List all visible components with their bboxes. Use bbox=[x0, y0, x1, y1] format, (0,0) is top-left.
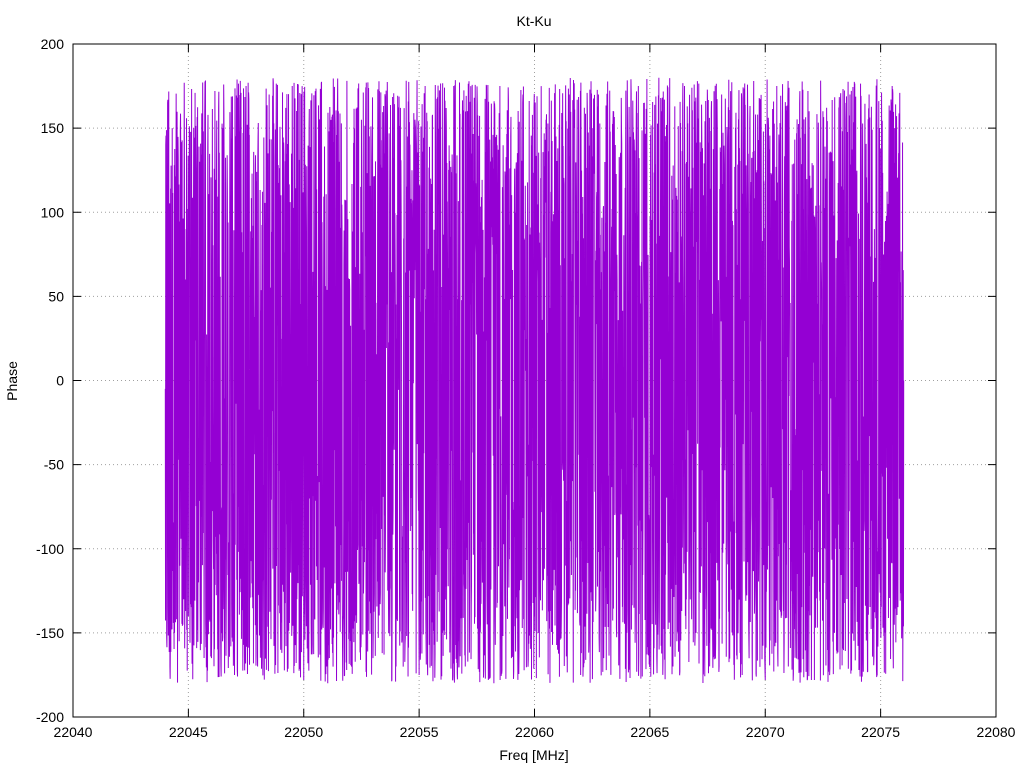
x-tick-label: 22075 bbox=[861, 724, 900, 740]
x-tick-label: 22065 bbox=[630, 724, 669, 740]
y-tick-label: 50 bbox=[48, 288, 64, 304]
x-tick-label: 22070 bbox=[746, 724, 785, 740]
x-tick-label: 22060 bbox=[515, 724, 554, 740]
x-tick-label: 22040 bbox=[54, 724, 93, 740]
x-tick-label: 22050 bbox=[284, 724, 323, 740]
y-tick-label: 100 bbox=[41, 204, 65, 220]
y-tick-label: -50 bbox=[44, 457, 64, 473]
series-layer bbox=[164, 77, 905, 684]
y-tick-label: 200 bbox=[41, 36, 65, 52]
phase-series-line bbox=[164, 77, 905, 684]
chart-title: Kt-Ku bbox=[516, 13, 551, 29]
x-tick-label: 22055 bbox=[400, 724, 439, 740]
tick-labels: 22040 22045 22050 22055 22060 22065 22070 22075… bbox=[36, 36, 1016, 740]
y-tick-label: -100 bbox=[36, 541, 64, 557]
y-axis-label: Phase bbox=[4, 361, 20, 401]
y-tick-label: 0 bbox=[56, 373, 64, 389]
x-axis-label: Freq [MHz] bbox=[499, 747, 568, 763]
y-tick-label: 150 bbox=[41, 120, 65, 136]
tick-marks bbox=[72, 43, 997, 718]
x-tick-label: 22045 bbox=[169, 724, 208, 740]
y-tick-label: -200 bbox=[36, 709, 64, 725]
x-tick-label: 22080 bbox=[977, 724, 1016, 740]
y-tick-label: -150 bbox=[36, 625, 64, 641]
